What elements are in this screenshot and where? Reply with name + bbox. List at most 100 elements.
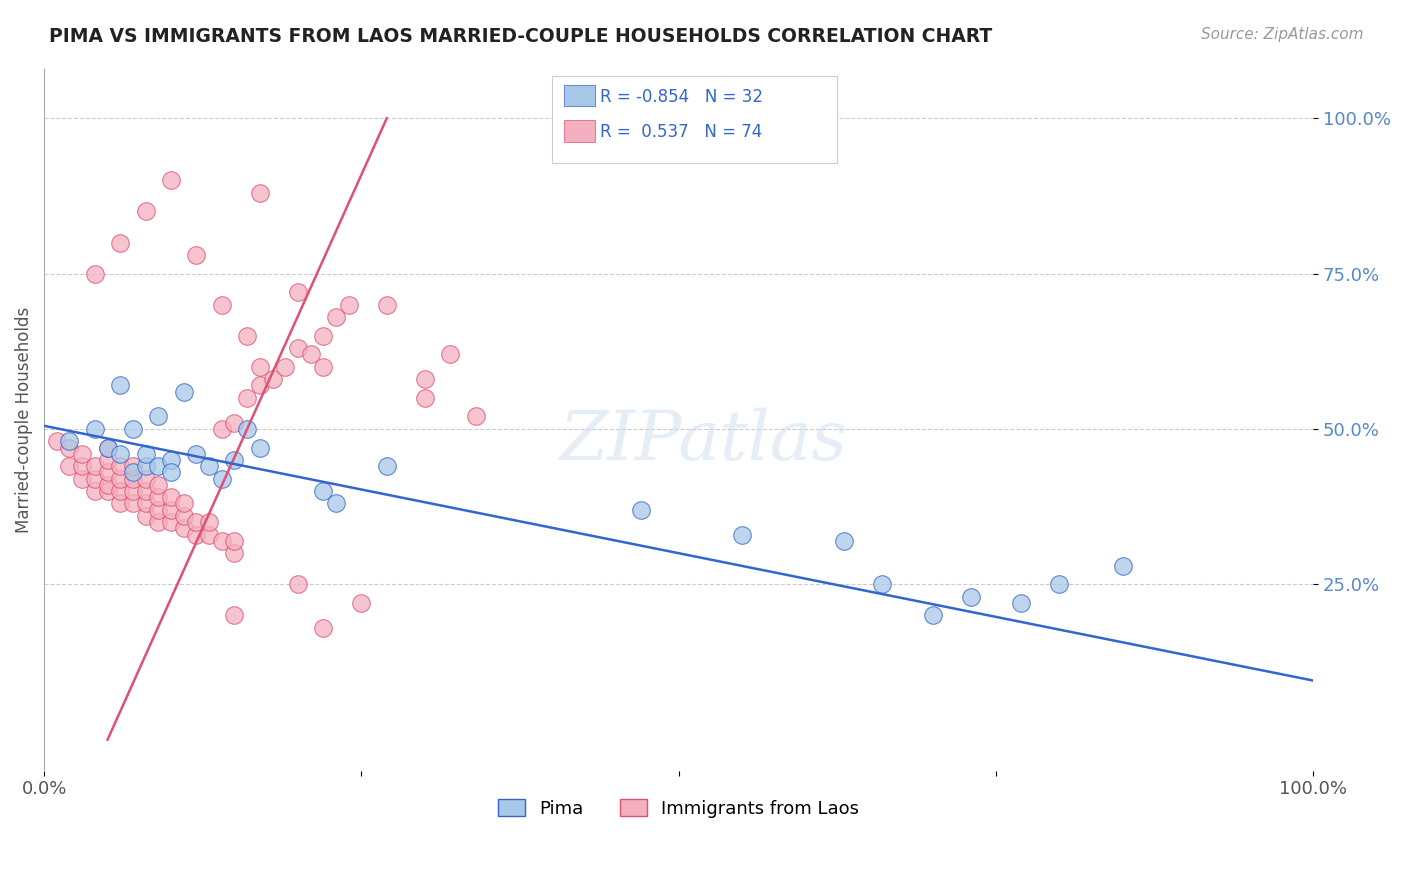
Point (83, 422, 105, 436)
Point (870, 577, 893, 591)
Point (97, 478, 120, 492)
Point (110, 378, 132, 392)
Point (731, 527, 754, 541)
Point (135, 459, 157, 474)
Point (186, 527, 208, 541)
Point (198, 527, 221, 541)
Point (122, 459, 145, 474)
Point (110, 459, 132, 474)
Point (70, 472, 93, 486)
Point (83, 267, 105, 281)
Point (173, 521, 195, 535)
Point (959, 590, 981, 604)
Point (83, 472, 105, 486)
Point (83, 484, 105, 499)
FancyBboxPatch shape (551, 76, 838, 163)
Point (312, 484, 335, 499)
Point (122, 472, 145, 486)
Point (186, 515, 208, 529)
Point (224, 416, 246, 430)
Point (173, 508, 195, 523)
Point (211, 472, 233, 486)
Point (236, 391, 259, 405)
Point (325, 496, 347, 510)
Point (97, 453, 120, 467)
Point (148, 409, 170, 424)
Point (160, 173, 183, 187)
Text: PIMA VS IMMIGRANTS FROM LAOS MARRIED-COUPLE HOUSEHOLDS CORRELATION CHART: PIMA VS IMMIGRANTS FROM LAOS MARRIED-COU… (49, 27, 993, 45)
Point (262, 372, 284, 386)
Point (135, 472, 157, 486)
Point (630, 502, 652, 516)
Legend: Pima, Immigrants from Laos: Pima, Immigrants from Laos (491, 792, 866, 825)
Point (97, 441, 120, 455)
Point (160, 490, 183, 504)
Point (135, 447, 157, 461)
Point (287, 285, 309, 300)
Point (439, 347, 461, 361)
Point (249, 441, 271, 455)
Point (337, 298, 360, 312)
Point (173, 384, 195, 399)
Point (198, 459, 221, 474)
Point (287, 577, 309, 591)
Point (160, 453, 183, 467)
Point (832, 533, 855, 548)
Point (122, 422, 145, 436)
Point (413, 372, 436, 386)
Point (122, 484, 145, 499)
Point (299, 347, 322, 361)
Point (186, 447, 208, 461)
Point (186, 248, 208, 262)
Point (160, 502, 183, 516)
Point (135, 204, 157, 219)
Point (110, 235, 132, 250)
Point (160, 466, 183, 480)
FancyBboxPatch shape (564, 120, 595, 142)
Point (83, 459, 105, 474)
Point (110, 447, 132, 461)
Point (274, 359, 297, 374)
Point (464, 409, 486, 424)
Point (211, 422, 233, 436)
Point (97, 441, 120, 455)
Point (287, 341, 309, 355)
FancyBboxPatch shape (564, 86, 595, 106)
Y-axis label: Married-couple Households: Married-couple Households (15, 307, 32, 533)
Point (325, 310, 347, 324)
Point (135, 496, 157, 510)
Point (122, 496, 145, 510)
Text: ZIPatlas: ZIPatlas (560, 408, 848, 475)
Point (148, 478, 170, 492)
Point (70, 459, 93, 474)
Point (70, 447, 93, 461)
Point (110, 496, 132, 510)
Point (211, 298, 233, 312)
Point (148, 459, 170, 474)
Point (148, 502, 170, 516)
Point (97, 484, 120, 499)
Point (148, 490, 170, 504)
Point (249, 359, 271, 374)
Point (58, 441, 80, 455)
Point (375, 298, 398, 312)
Point (45, 434, 67, 449)
Point (224, 608, 246, 623)
Point (135, 484, 157, 499)
Point (312, 621, 335, 635)
Point (236, 422, 259, 436)
Point (198, 515, 221, 529)
Point (148, 515, 170, 529)
Text: Source: ZipAtlas.com: Source: ZipAtlas.com (1201, 27, 1364, 42)
Point (110, 472, 132, 486)
Point (224, 453, 246, 467)
Point (58, 459, 80, 474)
Point (249, 186, 271, 200)
Point (312, 328, 335, 343)
Point (122, 466, 145, 480)
Point (211, 533, 233, 548)
Text: R = -0.854   N = 32: R = -0.854 N = 32 (600, 87, 763, 105)
Point (110, 484, 132, 499)
Point (224, 546, 246, 560)
Point (1112, 558, 1135, 573)
